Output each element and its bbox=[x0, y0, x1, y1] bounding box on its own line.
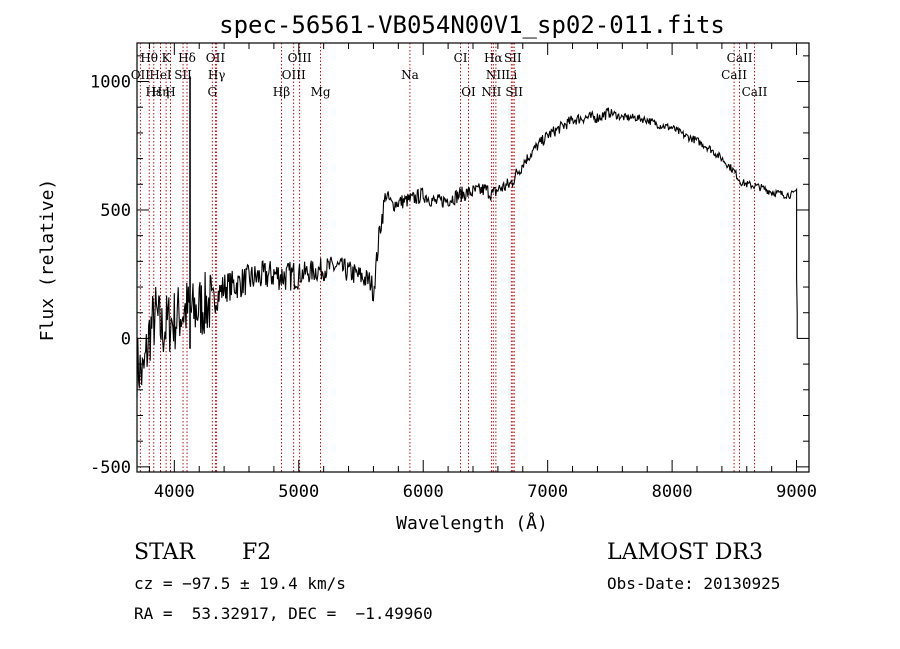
observation-date: Obs-Date: 20130925 bbox=[607, 574, 781, 593]
line-label-13: OIII bbox=[282, 68, 306, 82]
object-subclass: F2 bbox=[242, 540, 272, 565]
plot-frame bbox=[136, 42, 810, 473]
chart-title: spec-56561-VB054N00V1_sp02-011.fits bbox=[219, 11, 725, 39]
y-tick-label--500: -500 bbox=[90, 458, 131, 478]
line-label-27: CaII bbox=[742, 85, 768, 99]
line-label-20: H bbox=[165, 85, 175, 99]
x-axis-label: Wavelength (Å) bbox=[396, 512, 548, 534]
line-label-9: OII bbox=[131, 68, 151, 82]
line-label-2: Hδ bbox=[178, 51, 196, 65]
line-label-14: Na bbox=[401, 68, 419, 82]
line-label-26: SII bbox=[505, 85, 523, 99]
ra-dec-coordinates: RA = 53.32917, DEC = −1.49960 bbox=[134, 604, 433, 623]
line-label-23: Mg bbox=[311, 85, 331, 99]
x-tick-label-4000: 4000 bbox=[154, 482, 195, 502]
line-label-10: HeI bbox=[149, 68, 172, 82]
x-tick-label-9000: 9000 bbox=[776, 482, 817, 502]
line-label-15: NII bbox=[486, 68, 506, 82]
x-tick-label-5000: 5000 bbox=[278, 482, 319, 502]
line-label-8: CaII bbox=[727, 51, 753, 65]
line-label-22: Hβ bbox=[273, 85, 290, 99]
line-label-25: NII bbox=[481, 85, 501, 99]
y-tick-label-0: 0 bbox=[121, 329, 131, 349]
object-class: STAR bbox=[134, 540, 195, 565]
x-tick-label-8000: 8000 bbox=[652, 482, 693, 502]
line-label-6: Hα bbox=[484, 51, 503, 65]
line-label-18: Hε bbox=[145, 85, 162, 99]
line-label-24: OI bbox=[461, 85, 476, 99]
y-tick-label-500: 500 bbox=[100, 201, 131, 221]
line-label-3: OII bbox=[206, 51, 226, 65]
axis-ticks: 4000 5000 6000 7000 8000 9000 -500 0 500 1000 bbox=[90, 43, 817, 502]
redshift-velocity: cz = −97.5 ± 19.4 km/s bbox=[134, 574, 346, 593]
spectral-line-markers bbox=[139, 43, 755, 472]
survey-name: LAMOST DR3 bbox=[607, 540, 763, 565]
line-label-21: G bbox=[207, 85, 217, 99]
line-label-4: OIII bbox=[288, 51, 312, 65]
line-label-19: Hη bbox=[152, 85, 170, 99]
y-axis-label: Flux (relative) bbox=[37, 179, 58, 342]
y-tick-label-1000: 1000 bbox=[90, 73, 131, 93]
spectrum-line bbox=[136, 107, 798, 398]
line-label-11: SII bbox=[174, 68, 192, 82]
line-label-17: CaII bbox=[721, 68, 747, 82]
line-label-16: Li bbox=[505, 68, 517, 82]
line-label-7: SII bbox=[504, 51, 522, 65]
x-tick-label-7000: 7000 bbox=[527, 482, 568, 502]
line-label-12: Hγ bbox=[208, 68, 226, 82]
x-tick-label-6000: 6000 bbox=[403, 482, 444, 502]
line-label-1: K bbox=[162, 51, 172, 65]
line-label-0: Hθ bbox=[140, 51, 158, 65]
line-label-5: CI bbox=[454, 51, 468, 65]
